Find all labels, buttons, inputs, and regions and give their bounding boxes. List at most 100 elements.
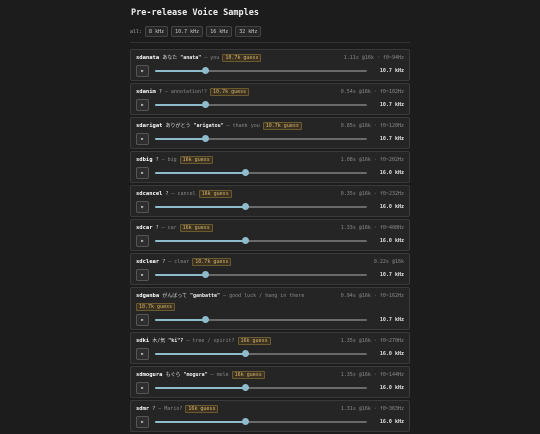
play-button[interactable]: ▶ — [136, 200, 149, 213]
rate-badge: 10.7k guess — [222, 54, 262, 62]
filter-bar: all: 8 kHz 10.7 kHz 16 kHz 32 kHz — [130, 26, 410, 43]
rate-slider[interactable] — [155, 203, 367, 210]
slider-thumb[interactable] — [242, 169, 250, 176]
sample-rate: 16.0 kHz — [379, 203, 404, 210]
card-header: sdcar? — car 16k guess 1.33s @16k · f0~408H… — [136, 224, 404, 232]
rate-badge: 16k guess — [179, 224, 213, 232]
slider-thumb[interactable] — [242, 237, 250, 244]
sample-meta: 1.31s @16k · f0~363Hz — [340, 406, 404, 412]
slider-thumb[interactable] — [242, 418, 250, 425]
sample-card: sdanim? — annotation!? 10.7k guess 0.54s @1… — [130, 83, 410, 115]
rate-slider[interactable] — [155, 350, 367, 357]
card-labels: sdganba がんばって "ganbatte" — good luck / hang… — [136, 292, 341, 311]
play-button[interactable]: ▶ — [136, 132, 149, 145]
slider-thumb[interactable] — [202, 101, 210, 108]
card-labels: sdanata あなた "anata" — you 10.7k guess — [136, 54, 344, 62]
gloss: — car — [161, 225, 177, 231]
japanese-text: あなた — [162, 55, 178, 61]
page: Pre-release Voice Samples all: 8 kHz 10.7… — [130, 8, 410, 432]
filter-button[interactable]: 8 kHz — [145, 26, 169, 37]
rate-slider[interactable] — [155, 169, 367, 176]
japanese-text: ? — [162, 259, 166, 265]
romaji: "arigatou" — [193, 123, 224, 129]
sample-meta: 1.35s @16k · f0~144Hz — [340, 372, 404, 378]
rate-badge: 10.7k guess — [210, 88, 250, 96]
sample-rate: 16.0 kHz — [379, 384, 404, 391]
slider-thumb[interactable] — [202, 135, 210, 142]
play-button[interactable]: ▶ — [136, 415, 149, 428]
slider-thumb[interactable] — [242, 203, 250, 210]
sample-name: sdki — [136, 338, 150, 344]
slider-thumb[interactable] — [202, 67, 210, 74]
slider-thumb[interactable] — [242, 384, 250, 391]
card-labels: sdarigat ありがとう "arigatou" — thank you 10.7k … — [136, 122, 341, 130]
card-labels: sdki 木/気 "ki"? — tree / spirit? 16k guess — [136, 337, 341, 345]
sample-card: sdbig? — big 16k guess 1.08s @16k · f0~202H… — [130, 151, 410, 183]
card-header: sdbig? — big 16k guess 1.08s @16k · f0~202H… — [136, 156, 404, 164]
play-button[interactable]: ▶ — [136, 98, 149, 111]
card-labels: sdcancel? — cancel 16k guess — [136, 190, 341, 198]
play-button[interactable]: ▶ — [136, 347, 149, 360]
rate-slider[interactable] — [155, 67, 367, 74]
filter-button[interactable]: 16 kHz — [206, 26, 233, 37]
japanese-text: ? — [155, 157, 159, 163]
rate-slider[interactable] — [155, 384, 367, 391]
filter-button[interactable]: 10.7 kHz — [171, 26, 204, 37]
gloss: — annotation!? — [164, 89, 208, 95]
sample-meta: 1.33s @16k · f0~408Hz — [340, 225, 404, 231]
romaji: "ganbatte" — [189, 293, 221, 299]
slider-thumb[interactable] — [202, 316, 210, 323]
sample-meta: 0.35s @16k · f0~232Hz — [340, 191, 404, 197]
gloss: — you — [204, 55, 220, 61]
slider-fill — [155, 352, 246, 355]
player-row: ▶ 10.7 kHz — [136, 98, 404, 111]
slider-fill — [155, 205, 246, 208]
player-row: ▶ 10.7 kHz — [136, 313, 404, 326]
sample-meta: 0.85s @16k · f0~120Hz — [340, 123, 404, 129]
card-list: sdanata あなた "anata" — you 10.7k guess 1.11s @… — [130, 49, 410, 432]
gloss: — cancel — [171, 191, 196, 197]
rate-slider[interactable] — [155, 271, 367, 278]
sample-name: sdmr — [136, 406, 150, 412]
sample-name: sdbig — [136, 157, 153, 163]
play-button[interactable]: ▶ — [136, 313, 149, 326]
sample-rate: 16.0 kHz — [379, 237, 404, 244]
rate-slider[interactable] — [155, 135, 367, 142]
player-row: ▶ 10.7 kHz — [136, 132, 404, 145]
sample-card: sdclear? — clear 10.7k guess 0.22s @16k ▶ 10.… — [130, 253, 410, 285]
sample-meta: 1.35s @16k · f0~270Hz — [340, 338, 404, 344]
player-row: ▶ 10.7 kHz — [136, 268, 404, 281]
play-button[interactable]: ▶ — [136, 64, 149, 77]
play-button[interactable]: ▶ — [136, 166, 149, 179]
rate-slider[interactable] — [155, 101, 367, 108]
sample-meta: 0.94s @16k · f0~162Hz — [340, 293, 404, 299]
play-button[interactable]: ▶ — [136, 381, 149, 394]
card-header: sdganba がんばって "ganbatte" — good luck / hang… — [136, 292, 404, 311]
page-title: Pre-release Voice Samples — [131, 8, 259, 18]
rate-badge: 10.7k guess — [136, 303, 176, 311]
filter-label: all: — [130, 28, 143, 35]
rate-slider[interactable] — [155, 418, 367, 425]
player-row: ▶ 16.0 kHz — [136, 200, 404, 213]
sample-card: sdganba がんばって "ganbatte" — good luck / hang… — [130, 287, 410, 330]
romaji: "mogura" — [183, 372, 208, 378]
slider-thumb[interactable] — [202, 271, 210, 278]
slider-thumb[interactable] — [242, 350, 250, 357]
slider-fill — [155, 386, 246, 389]
play-button[interactable]: ▶ — [136, 234, 149, 247]
sample-name: sdclear — [136, 259, 160, 265]
sample-rate: 10.7 kHz — [379, 135, 404, 142]
slider-fill — [155, 318, 206, 321]
slider-fill — [155, 171, 246, 174]
japanese-text: 木/気 — [152, 338, 166, 344]
japanese-text: もぐら — [165, 372, 181, 378]
rate-badge: 16k guess — [231, 371, 265, 379]
gloss: — good luck / hang in there — [223, 293, 305, 299]
slider-fill — [155, 103, 206, 106]
japanese-text: がんばって — [162, 293, 187, 299]
filter-button[interactable]: 32 kHz — [235, 26, 262, 37]
rate-slider[interactable] — [155, 316, 367, 323]
sample-rate: 10.7 kHz — [379, 316, 404, 323]
play-button[interactable]: ▶ — [136, 268, 149, 281]
rate-slider[interactable] — [155, 237, 367, 244]
